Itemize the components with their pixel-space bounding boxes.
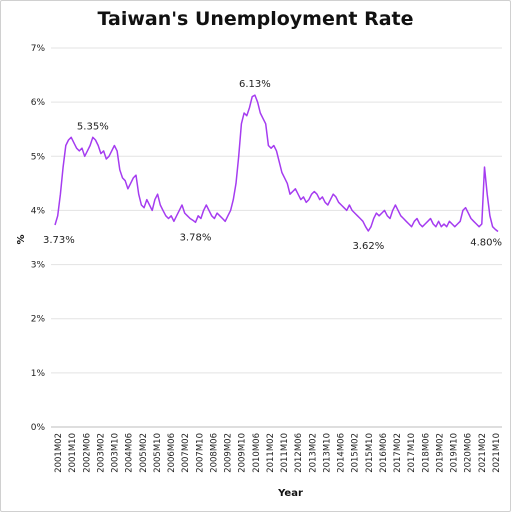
x-tick-label: 2019M10 bbox=[450, 433, 460, 473]
y-tick-label: 7% bbox=[31, 44, 46, 54]
data-label: 5.35% bbox=[77, 121, 109, 132]
y-tick-label: 0% bbox=[31, 423, 46, 433]
y-tick-labels: 0% 1% 2% 3% 4% 5% 6% 7% bbox=[31, 44, 46, 433]
chart-title: Taiwan's Unemployment Rate bbox=[97, 8, 414, 30]
x-tick-label: 2017M02 bbox=[393, 433, 403, 473]
y-tick-label: 4% bbox=[31, 206, 46, 216]
x-tick-label: 2015M02 bbox=[351, 433, 361, 473]
x-tick-label: 2009M02 bbox=[224, 433, 234, 473]
x-tick-label: 2012M06 bbox=[294, 433, 304, 473]
x-tick-label: 2006M06 bbox=[167, 433, 177, 473]
x-tick-label: 2021M02 bbox=[478, 433, 488, 473]
y-axis-label: % bbox=[16, 234, 27, 244]
x-tick-label: 2007M10 bbox=[195, 433, 205, 473]
x-tick-label: 2005M02 bbox=[139, 433, 149, 473]
y-tick-label: 5% bbox=[31, 152, 46, 162]
x-axis-label: Year bbox=[277, 488, 303, 499]
x-tick-label: 2010M06 bbox=[252, 433, 262, 473]
x-tick-label: 2008M06 bbox=[209, 433, 219, 473]
x-tick-label: 2005M10 bbox=[153, 433, 163, 473]
data-label: 4.80% bbox=[470, 238, 502, 249]
x-tick-label: 2002M06 bbox=[82, 433, 92, 473]
data-label: 3.62% bbox=[352, 241, 384, 252]
x-tick-label: 2019M02 bbox=[435, 433, 445, 473]
x-tick-label: 2001M10 bbox=[68, 433, 78, 473]
data-label: 3.73% bbox=[43, 235, 75, 246]
data-label: 3.78% bbox=[180, 232, 212, 243]
x-tick-label: 2013M02 bbox=[308, 433, 318, 473]
x-tick-label: 2011M02 bbox=[266, 433, 276, 473]
x-tick-label: 2015M10 bbox=[365, 433, 375, 473]
x-tick-label: 2017M10 bbox=[407, 433, 417, 473]
x-tick-label: 2003M10 bbox=[111, 433, 121, 473]
x-tick-label: 2007M02 bbox=[181, 433, 191, 473]
data-annotations: 3.73% 5.35% 3.78% 6.13% 3.62% 4.80% 3.61% bbox=[43, 0, 511, 252]
x-tick-label: 2021M10 bbox=[492, 433, 502, 473]
y-tick-label: 2% bbox=[31, 315, 46, 325]
x-tick-label: 2018M06 bbox=[421, 433, 431, 473]
gridlines bbox=[51, 47, 502, 428]
y-tick-label: 3% bbox=[31, 261, 46, 271]
x-tick-label: 2004M06 bbox=[125, 433, 135, 473]
x-tick-label: 2013M10 bbox=[322, 433, 332, 473]
x-tick-label: 2001M02 bbox=[54, 433, 64, 473]
x-tick-label: 2003M02 bbox=[96, 433, 106, 473]
data-label: 6.13% bbox=[239, 79, 271, 90]
data-label: 3.61% bbox=[496, 0, 511, 3]
y-tick-label: 6% bbox=[31, 98, 46, 108]
y-tick-label: 1% bbox=[31, 369, 46, 379]
series-line bbox=[54, 94, 499, 233]
x-tick-labels: 2001M02 2001M10 2002M06 2003M02 2003M10 2004M… bbox=[54, 433, 502, 473]
x-tick-label: 2016M06 bbox=[379, 433, 389, 473]
x-tick-label: 2020M06 bbox=[464, 433, 474, 473]
x-tick-label: 2014M06 bbox=[337, 433, 347, 473]
x-tick-label: 2009M10 bbox=[238, 433, 248, 473]
x-tick-label: 2011M10 bbox=[280, 433, 290, 473]
